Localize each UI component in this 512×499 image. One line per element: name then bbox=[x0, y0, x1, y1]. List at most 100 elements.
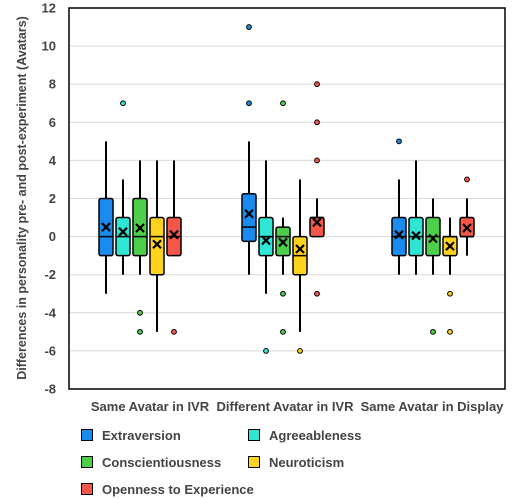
box-conscientiousness bbox=[275, 100, 291, 335]
mean-marker-stroke bbox=[152, 239, 162, 249]
box-openness-to-experience bbox=[166, 160, 182, 335]
box-neuroticism bbox=[149, 160, 165, 332]
y-tick-label: 12 bbox=[42, 1, 56, 16]
y-tick-label: 4 bbox=[49, 153, 57, 168]
box-neuroticism bbox=[442, 217, 458, 335]
legend-label: Extraversion bbox=[102, 427, 181, 443]
box-group bbox=[391, 138, 475, 335]
mean-marker bbox=[152, 239, 162, 249]
y-tick-label: -4 bbox=[44, 305, 56, 320]
iqr-box bbox=[309, 216, 325, 238]
outlier-point bbox=[447, 290, 453, 297]
outlier-point bbox=[280, 290, 286, 297]
mean-marker-stroke bbox=[312, 217, 322, 228]
y-tick-label: 2 bbox=[49, 191, 56, 206]
box-agreeableness bbox=[408, 160, 424, 275]
x-category-label: Same Avatar in Display bbox=[361, 399, 505, 414]
iqr-box bbox=[149, 216, 165, 276]
outlier-point bbox=[314, 157, 320, 164]
box-extraversion bbox=[241, 24, 257, 275]
box-conscientiousness bbox=[425, 198, 441, 335]
y-tick-label: -8 bbox=[44, 382, 56, 397]
mean-marker-stroke bbox=[445, 241, 455, 251]
box-openness-to-experience bbox=[309, 81, 325, 297]
outlier-point bbox=[314, 119, 320, 126]
mean-marker bbox=[244, 208, 254, 219]
mean-marker-stroke bbox=[244, 208, 254, 219]
box-openness-to-experience bbox=[459, 176, 475, 256]
mean-marker-stroke bbox=[278, 237, 288, 248]
mean-marker bbox=[462, 223, 472, 233]
box-group bbox=[241, 24, 325, 354]
mean-marker-stroke bbox=[411, 230, 421, 241]
legend-item-conscientiousness: Conscientiousness bbox=[81, 453, 221, 471]
y-tick-label: -6 bbox=[44, 343, 56, 358]
box-groups bbox=[98, 24, 475, 354]
y-tick-label: -2 bbox=[44, 267, 56, 282]
mean-marker-stroke bbox=[295, 244, 305, 254]
box-extraversion bbox=[391, 138, 407, 275]
mean-marker bbox=[445, 241, 455, 251]
mean-marker-stroke bbox=[462, 223, 472, 233]
box-conscientiousness bbox=[132, 160, 148, 335]
box-neuroticism bbox=[292, 179, 308, 354]
y-tick-label: 8 bbox=[49, 77, 56, 92]
outlier-point bbox=[137, 328, 143, 335]
legend-item-openness-to-experience: Openness to Experience bbox=[81, 480, 254, 498]
legend-item-neuroticism: Neuroticism bbox=[248, 453, 344, 471]
y-axis-ticks: -8 -6 -4 -2 0 2 4 6 8 10 12 bbox=[42, 1, 57, 397]
legend-item-agreeableness: Agreeableness bbox=[248, 426, 362, 444]
x-category-label: Different Avatar in IVR bbox=[216, 399, 354, 414]
mean-marker bbox=[261, 235, 271, 246]
mean-marker bbox=[135, 223, 145, 233]
box-agreeableness bbox=[258, 160, 274, 354]
y-tick-label: 0 bbox=[49, 229, 56, 244]
iqr-box bbox=[241, 192, 257, 243]
outlier-point bbox=[263, 348, 269, 354]
legend-swatch bbox=[81, 429, 93, 441]
outlier-point bbox=[396, 138, 402, 145]
y-axis-label: Differences in personality pre- and post… bbox=[15, 16, 29, 380]
mean-marker-stroke bbox=[118, 227, 128, 237]
mean-marker bbox=[312, 217, 322, 228]
outlier-point bbox=[137, 309, 143, 316]
outlier-point bbox=[171, 328, 177, 335]
legend-swatch bbox=[248, 456, 260, 468]
mean-marker-stroke bbox=[169, 229, 179, 240]
mean-marker bbox=[101, 222, 111, 232]
legend: Extraversion Agreeableness Conscientiousne… bbox=[81, 426, 501, 498]
mean-marker bbox=[278, 237, 288, 248]
legend-swatch bbox=[81, 483, 93, 495]
outlier-point bbox=[464, 176, 470, 183]
mean-marker bbox=[394, 229, 404, 240]
outlier-point bbox=[430, 328, 436, 335]
outlier-point bbox=[280, 100, 286, 107]
plot-area-frame bbox=[68, 7, 506, 390]
legend-swatch bbox=[81, 456, 93, 468]
box-extraversion bbox=[98, 141, 114, 294]
mean-marker-stroke bbox=[394, 229, 404, 240]
y-tick-label: 6 bbox=[49, 115, 56, 130]
outlier-point bbox=[246, 24, 252, 30]
outlier-point bbox=[297, 348, 303, 354]
legend-label: Conscientiousness bbox=[102, 454, 222, 470]
mean-marker bbox=[295, 244, 305, 254]
x-axis-categories: Same Avatar in IVR Different Avatar in IV… bbox=[91, 399, 504, 414]
legend-label: Openness to Experience bbox=[102, 481, 254, 497]
box-group bbox=[98, 100, 182, 335]
mean-marker bbox=[118, 227, 128, 237]
outlier-point bbox=[280, 328, 286, 335]
outlier-point bbox=[314, 290, 320, 297]
x-category-label: Same Avatar in IVR bbox=[91, 399, 210, 414]
box-agreeableness bbox=[115, 100, 131, 275]
box-plot-chart: -8 -6 -4 -2 0 2 4 6 8 10 12 Differences in persona… bbox=[15, 1, 506, 414]
legend-label: Neuroticism bbox=[269, 454, 345, 470]
legend-item-extraversion: Extraversion bbox=[81, 426, 181, 444]
mean-marker bbox=[428, 233, 438, 244]
y-tick-label: 10 bbox=[42, 39, 56, 54]
legend-swatch bbox=[248, 429, 260, 441]
mean-marker-stroke bbox=[135, 223, 145, 233]
outlier-point bbox=[246, 100, 252, 107]
mean-marker-stroke bbox=[261, 235, 271, 246]
legend-label: Agreeableness bbox=[269, 427, 362, 443]
